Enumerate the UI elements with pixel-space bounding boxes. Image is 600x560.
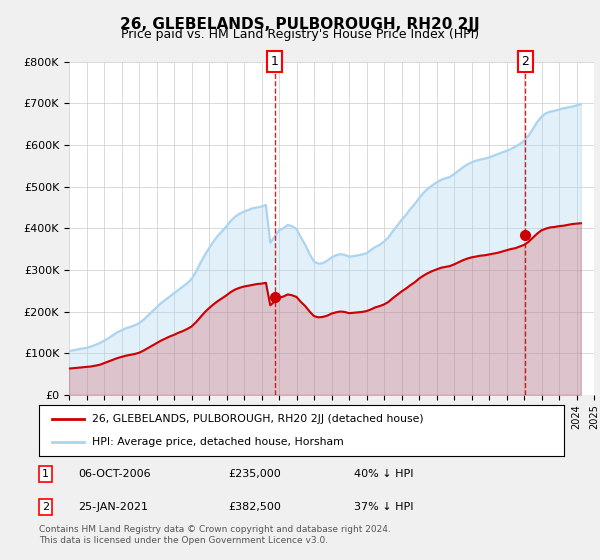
Text: HPI: Average price, detached house, Horsham: HPI: Average price, detached house, Hors…	[91, 437, 343, 447]
Text: 26, GLEBELANDS, PULBOROUGH, RH20 2JJ: 26, GLEBELANDS, PULBOROUGH, RH20 2JJ	[120, 17, 480, 32]
Text: 1: 1	[42, 469, 49, 479]
Text: £382,500: £382,500	[228, 502, 281, 512]
Text: 2: 2	[521, 55, 529, 68]
Text: 40% ↓ HPI: 40% ↓ HPI	[354, 469, 413, 479]
Text: 1: 1	[271, 55, 278, 68]
Text: 26, GLEBELANDS, PULBOROUGH, RH20 2JJ (detached house): 26, GLEBELANDS, PULBOROUGH, RH20 2JJ (de…	[91, 414, 423, 424]
Text: 06-OCT-2006: 06-OCT-2006	[79, 469, 151, 479]
Text: 25-JAN-2021: 25-JAN-2021	[79, 502, 148, 512]
Text: Price paid vs. HM Land Registry's House Price Index (HPI): Price paid vs. HM Land Registry's House …	[121, 28, 479, 41]
Text: 37% ↓ HPI: 37% ↓ HPI	[354, 502, 413, 512]
Text: Contains HM Land Registry data © Crown copyright and database right 2024.
This d: Contains HM Land Registry data © Crown c…	[39, 525, 391, 545]
Text: 2: 2	[42, 502, 49, 512]
Text: £235,000: £235,000	[228, 469, 281, 479]
